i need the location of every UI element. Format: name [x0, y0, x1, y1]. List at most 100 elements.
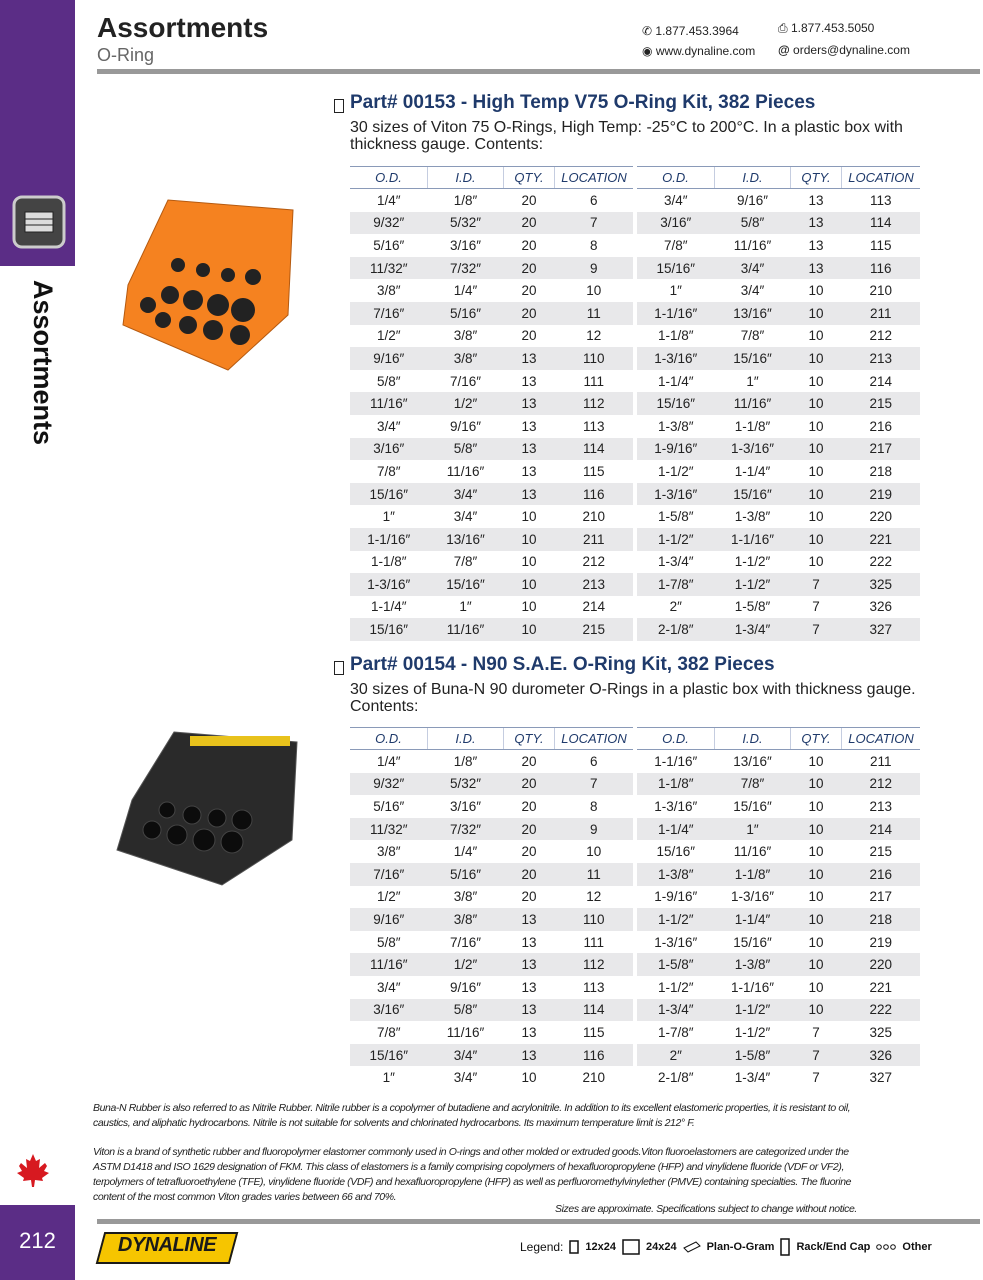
table-cell: 113 [869, 192, 892, 208]
table-cell: 211 [841, 301, 920, 325]
table-cell: 216 [841, 862, 920, 886]
table-cell: 221 [841, 527, 920, 551]
table-cell: 326 [869, 599, 893, 615]
table-row: 1-1/2″ 1-1/4″ 10 218 [637, 460, 920, 483]
table-cell: 1-1/2″ [657, 979, 694, 995]
table-cell: 1-1/4″ [370, 599, 407, 615]
table-cell: 212 [582, 554, 606, 570]
table-row: 1″ 3/4″ 10 210 [350, 505, 633, 528]
table-cell: 10 [790, 998, 842, 1022]
phone-text: 1.877.453.3964 [655, 24, 739, 38]
header-row: O.D. I.D. QTY. LOCATION [637, 166, 920, 189]
table-cell: 1/2″ [427, 953, 504, 976]
table-cell: 1-1/16″ [350, 527, 428, 551]
table-cell: 217 [869, 889, 893, 905]
table-cell: 327 [841, 618, 920, 641]
table-cell: 3/4″ [376, 979, 401, 995]
table-cell: 20 [521, 844, 537, 860]
table-cell: 20 [503, 256, 555, 280]
table-cell: 116 [554, 1043, 633, 1067]
legend-icon [682, 1241, 701, 1253]
table-cell: 1-3/4″ [734, 1070, 771, 1086]
table-cell: 1″ [459, 599, 472, 615]
table-row: 1-1/4″ 1″ 10 214 [637, 370, 920, 393]
table-row: 1-1/2″ 1-1/16″ 10 221 [637, 976, 920, 999]
table-cell: 213 [869, 798, 893, 814]
table-cell: 10 [586, 844, 602, 860]
table-cell: 215 [841, 392, 920, 415]
legend-icon [622, 1239, 640, 1255]
table-cell: 1-3/8″ [657, 418, 694, 434]
table-cell: 9/32″ [350, 772, 428, 796]
table-cell: 2-1/8″ [637, 618, 715, 641]
table-cell: 12 [586, 328, 602, 344]
table-cell: 7/32″ [427, 256, 504, 280]
table-cell: 5/32″ [427, 772, 504, 796]
table-row: 3/8″ 1/4″ 20 10 [350, 279, 633, 302]
table-row: 1-3/16″ 15/16″ 10 213 [637, 795, 920, 818]
table-row: 9/16″ 3/8″ 13 110 [350, 908, 633, 931]
table-row: 5/16″ 3/16″ 20 8 [350, 234, 633, 257]
table-cell: 3/8″ [376, 283, 401, 299]
table-cell: 13 [790, 211, 842, 235]
table-cell: 113 [582, 418, 605, 434]
column-header: O.D. [637, 166, 715, 189]
table-cell: 10 [808, 934, 824, 950]
table-cell: 212 [841, 772, 920, 796]
table-cell: 9 [554, 817, 633, 841]
column-header: QTY. [790, 727, 842, 750]
table-cell: 10 [808, 373, 824, 389]
legend-item: 24x24 [645, 1241, 677, 1253]
table-cell: 15/16″ [733, 934, 772, 950]
table-row: 15/16″ 3/4″ 13 116 [350, 482, 633, 506]
table-row: 3/16″ 5/8″ 13 114 [637, 211, 920, 235]
table-cell: 1/8″ [453, 753, 478, 769]
legend-item: 12x24 [585, 1241, 616, 1253]
table-cell: 213 [554, 573, 633, 596]
header-rule [97, 69, 980, 74]
table-cell: 1-1/8″ [370, 554, 407, 570]
header-row: O.D. I.D. QTY. LOCATION [637, 727, 920, 750]
table-cell: 1-1/8″ [637, 772, 715, 796]
table-cell: 325 [841, 573, 920, 596]
table-cell: 213 [841, 347, 920, 370]
table-cell: 7/8″ [376, 1024, 401, 1040]
column-header: O.D. [350, 166, 428, 189]
table-cell: 8 [589, 237, 598, 253]
table-cell: 216 [869, 418, 893, 434]
table-cell: 1-1/2″ [714, 998, 791, 1022]
contents-table: O.D. I.D. QTY. LOCATION 1-1/16″ 13/16″ 10 211 1-… [637, 727, 920, 1089]
table-cell: 211 [869, 753, 892, 769]
table-cell: 1-1/16″ [730, 979, 775, 995]
table-cell: 116 [841, 256, 920, 280]
table-cell: 20 [503, 211, 555, 235]
table-cell: 20 [503, 817, 555, 841]
table-row: 1-3/16″ 15/16″ 10 219 [637, 482, 920, 506]
table-cell: 3/16″ [350, 998, 428, 1022]
table-cell: 3/8″ [427, 347, 504, 370]
table-cell: 6 [589, 753, 598, 769]
email-text: orders@dynaline.com [793, 43, 910, 57]
table-cell: 1-5/8″ [657, 509, 694, 525]
table-cell: 1-1/8″ [714, 862, 791, 886]
table-row: 11/16″ 1/2″ 13 112 [350, 953, 633, 976]
table-cell: 1″ [714, 817, 791, 841]
table-cell: 13 [503, 347, 555, 370]
table-row: 7/16″ 5/16″ 20 11 [350, 301, 633, 325]
table-row: 1/4″ 1/8″ 20 6 [350, 750, 633, 773]
table-cell: 116 [554, 482, 633, 506]
table-cell: 5/8″ [376, 373, 401, 389]
column-header: O.D. [350, 727, 428, 750]
table-row: 1-3/8″ 1-1/8″ 10 216 [637, 862, 920, 886]
table-row: 3/4″ 9/16″ 13 113 [637, 189, 920, 212]
table-cell: 3/4″ [663, 192, 688, 208]
table-cell: 10 [790, 301, 842, 325]
product-image [122, 199, 294, 371]
table-cell: 211 [554, 527, 633, 551]
table-cell: 327 [869, 1070, 893, 1086]
table-cell: 1″ [669, 283, 682, 299]
table-cell: 7/16″ [449, 373, 482, 389]
table-cell: 11/16″ [714, 392, 791, 415]
table-row: 1/4″ 1/8″ 20 6 [350, 189, 633, 212]
table-cell: 10 [808, 463, 824, 479]
